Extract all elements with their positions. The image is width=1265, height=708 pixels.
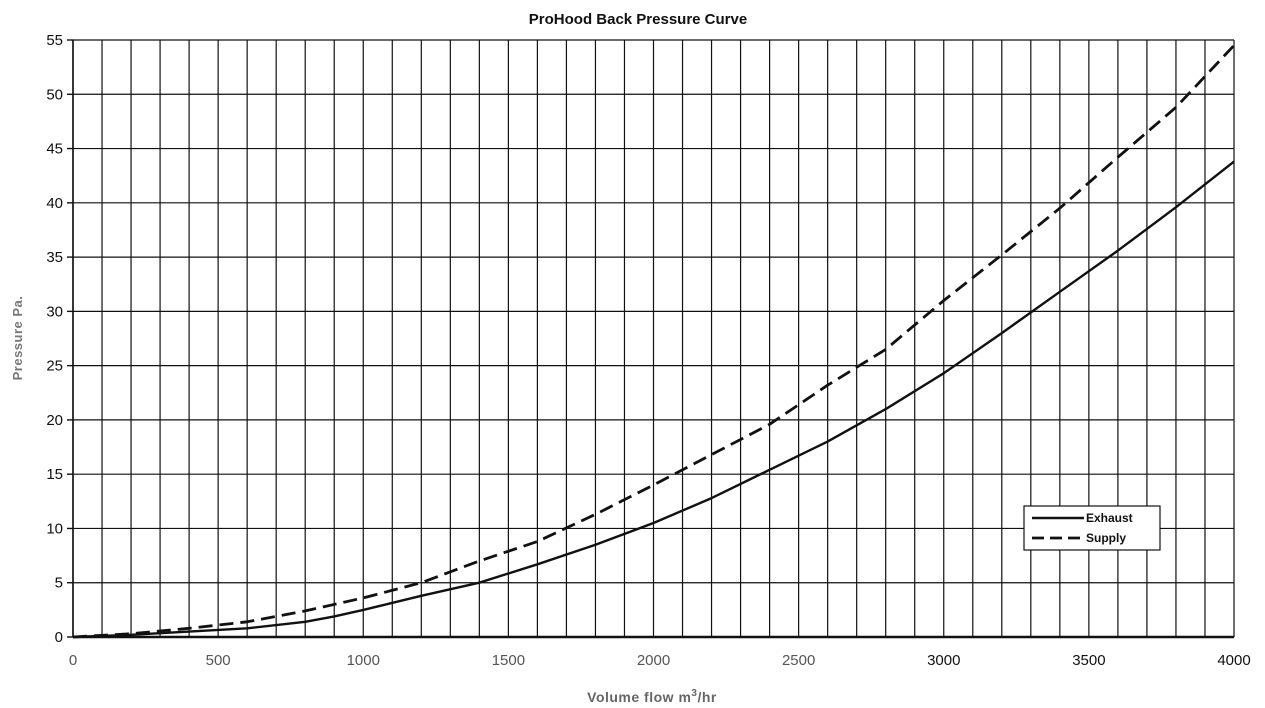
y-axis-label: Pressure Pa. (10, 296, 25, 381)
y-tick-label: 25 (46, 358, 63, 375)
series-group (72, 44, 1236, 639)
x-axis-label-suffix: /hr (697, 689, 716, 705)
y-tick-label: 20 (46, 412, 63, 429)
y-tick-label: 40 (46, 195, 63, 212)
y-tick-label: 10 (46, 520, 63, 537)
x-tick-label: 3500 (1072, 652, 1105, 669)
x-tick-label: 2500 (782, 652, 815, 669)
x-axis-label: Volume flow m3/hr (587, 688, 717, 705)
x-tick-label: 1000 (347, 652, 380, 669)
x-axis-label-sup: 3 (691, 688, 697, 699)
x-axis-label-main: Volume flow m (587, 689, 691, 705)
axes (67, 39, 1234, 639)
y-tick-label: 50 (46, 86, 63, 103)
y-tick-label: 35 (46, 249, 63, 266)
y-tick-label: 15 (46, 466, 63, 483)
y-tick-label: 55 (46, 32, 63, 49)
legend: Exhaust Supply (1023, 505, 1161, 551)
series-line-exhaust (72, 160, 1235, 639)
x-tick-label: 0 (69, 652, 77, 669)
y-tick-label: 0 (55, 629, 63, 646)
x-tick-label: 500 (206, 652, 231, 669)
x-tick-label: 1500 (492, 652, 525, 669)
y-tick-labels: 0 5 10 15 20 25 30 35 40 45 50 55 (46, 32, 63, 646)
x-tick-label: 3000 (927, 652, 960, 669)
y-tick-label: 5 (55, 575, 63, 592)
legend-label-exhaust: Exhaust (1086, 511, 1133, 525)
legend-label-supply: Supply (1086, 531, 1126, 545)
chart-title: ProHood Back Pressure Curve (529, 11, 747, 28)
legend-box (1023, 505, 1161, 551)
y-tick-label: 30 (46, 303, 63, 320)
y-tick-label: 45 (46, 141, 63, 158)
x-tick-label: 4000 (1217, 652, 1250, 669)
x-tick-labels: 0 500 1000 1500 2000 2500 3000 3500 4000 (69, 652, 1251, 669)
x-tick-label: 2000 (637, 652, 670, 669)
series-line-supply (72, 44, 1236, 639)
